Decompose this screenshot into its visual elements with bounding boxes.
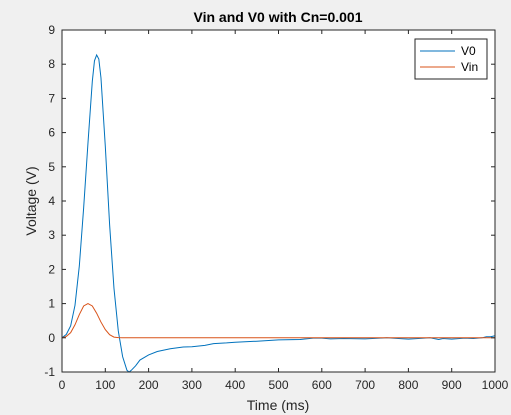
x-tick-label: 700 [355,378,375,392]
x-tick-label: 500 [268,378,288,392]
series-line-vin [61,303,495,339]
y-tick-label: 5 [48,160,55,174]
y-tick-label: 0 [48,331,55,345]
y-tick-label: 4 [48,194,55,208]
x-tick-label: 400 [225,378,245,392]
legend-label-v0: V0 [461,44,476,58]
plot-area [62,30,495,372]
legend: V0 Vin [414,38,488,80]
x-tick-label: 200 [139,378,159,392]
x-tick-label: 300 [182,378,202,392]
y-tick-label: 9 [48,23,55,37]
x-tick-label: 1000 [482,378,509,392]
y-tick-label: 2 [48,262,55,276]
y-tick-label: 8 [48,57,55,71]
legend-box [414,38,488,80]
x-tick-label: 800 [398,378,418,392]
x-tick-label: 600 [312,378,332,392]
x-tick-label: 0 [59,378,66,392]
series-line-v0 [61,53,496,373]
chart-title: Vin and V0 with Cn=0.001 [194,9,363,25]
y-tick-label: 1 [48,297,55,311]
y-tick-label: 3 [48,228,55,242]
x-axis-label: Time (ms) [247,397,309,413]
series-layer [61,53,496,373]
y-tick-label: 6 [48,126,55,140]
x-tick-label: 900 [442,378,462,392]
ticks-layer: 0 100 200 300 400 500 600 700 800 900 1000 -1 0 1 2 3 4 5… [44,23,508,392]
x-tick-label: 100 [95,378,115,392]
y-tick-label: -1 [44,365,55,379]
y-tick-label: 7 [48,91,55,105]
legend-label-vin: Vin [461,60,478,74]
y-axis-label: Voltage (V) [23,166,39,235]
